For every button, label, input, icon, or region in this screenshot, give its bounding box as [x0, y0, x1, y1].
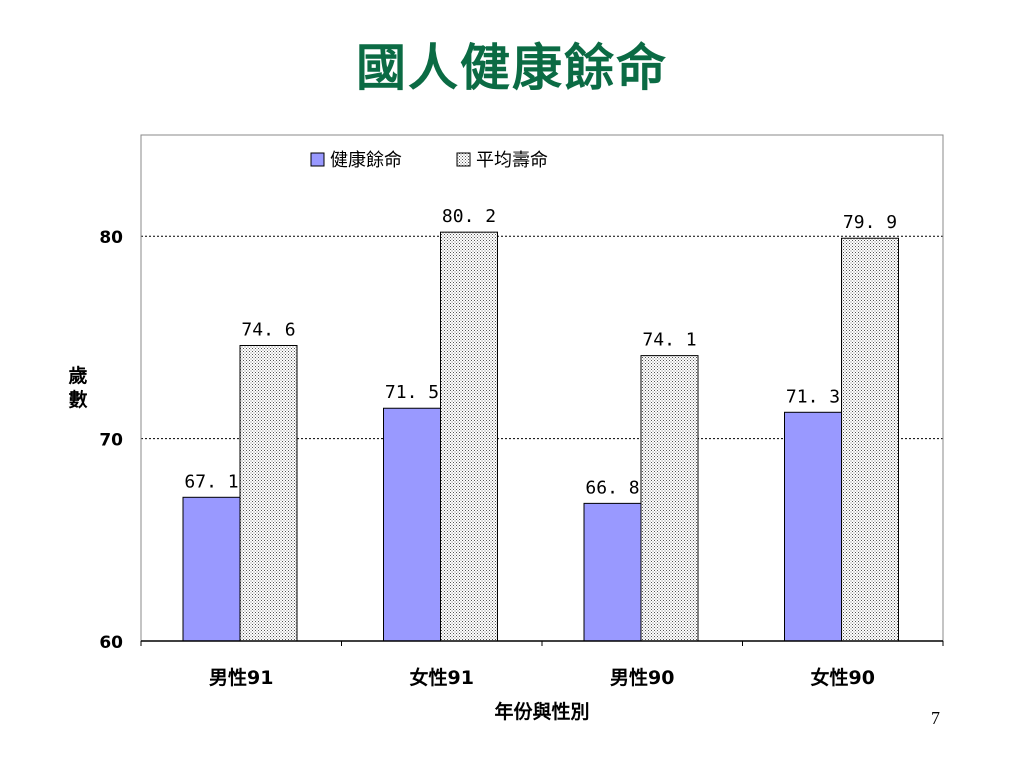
legend: 健康餘命 平均壽命	[310, 150, 548, 171]
bar-life-expectancy	[239, 344, 298, 642]
y-tick-label: 70	[99, 431, 123, 451]
bar-healthy-life	[583, 502, 642, 642]
y-tick-label: 80	[99, 228, 123, 248]
data-label: 74. 6	[241, 319, 295, 340]
bars	[182, 231, 899, 642]
legend-label: 健康餘命	[330, 150, 402, 171]
data-label: 67. 1	[184, 471, 238, 492]
x-tick-label: 男性90	[610, 666, 674, 689]
legend-swatch-life-expectancy	[456, 152, 471, 167]
bar-life-expectancy	[440, 231, 498, 642]
y-tick-label: 60	[99, 633, 123, 653]
bar-healthy-life	[383, 407, 441, 642]
data-label: 71. 3	[786, 386, 840, 407]
data-label: 66. 8	[585, 477, 639, 498]
bar-life-expectancy	[841, 237, 899, 642]
data-label: 79. 9	[843, 212, 897, 233]
x-tick-label: 男性91	[209, 666, 273, 689]
x-axis-title: 年份與性別	[494, 700, 589, 723]
x-tick-label: 女性91	[410, 666, 474, 689]
legend-swatch-healthy-life	[310, 152, 325, 167]
bar-healthy-life	[182, 496, 241, 642]
data-labels: 67. 1 74. 6 71. 5 80. 2 66. 8 74. 1 71. 3 79. 9	[184, 206, 897, 498]
x-tick-label: 女性90	[811, 666, 875, 689]
legend-label: 平均壽命	[476, 150, 548, 171]
bar-life-expectancy	[640, 355, 699, 642]
y-axis-title-char: 數	[68, 389, 87, 411]
data-label: 80. 2	[442, 206, 496, 227]
data-label: 71. 5	[385, 382, 439, 403]
data-label: 74. 1	[642, 330, 696, 351]
page-number: 7	[931, 708, 940, 728]
y-axis-title-char: 歲	[68, 364, 87, 387]
bar-healthy-life	[784, 411, 842, 642]
slide-title: 國人健康餘命	[356, 38, 668, 97]
